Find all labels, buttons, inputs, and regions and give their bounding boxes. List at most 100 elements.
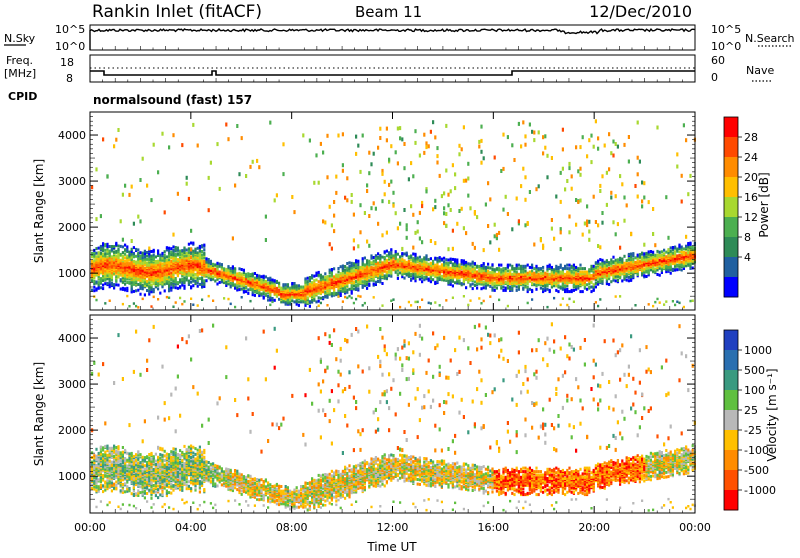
echo-cell [615, 259, 617, 262]
echo-cell [384, 256, 386, 259]
echo-cell [98, 247, 100, 250]
echo-cell [377, 252, 379, 255]
echo-cell [296, 284, 298, 287]
echo-cell [322, 296, 324, 299]
echo-cell [170, 260, 172, 263]
echo-cell [93, 289, 95, 292]
echo-cell [386, 138, 388, 142]
echo-cell [375, 254, 377, 257]
echo-cell [524, 134, 526, 138]
echo-cell [535, 187, 537, 191]
echo-cell [216, 142, 218, 146]
echo-cell [324, 221, 326, 225]
echo-cell [643, 267, 645, 270]
echo-cell [507, 305, 509, 308]
echo-cell [639, 160, 641, 164]
echo-cell [146, 258, 148, 261]
echo-cell [577, 169, 579, 173]
echo-cell [315, 272, 317, 275]
echo-cell [588, 286, 590, 289]
echo-cell [417, 301, 419, 304]
nsky-tick-low: 10^0 [55, 40, 85, 53]
echo-cell [478, 145, 480, 149]
echo-cell [472, 265, 474, 268]
echo-cell [282, 142, 284, 146]
echo-cell [236, 272, 238, 275]
echo-cell [637, 195, 639, 199]
echo-cell [450, 267, 452, 270]
echo-cell [232, 265, 234, 268]
echo-cell [445, 124, 447, 128]
echo-cell [502, 167, 504, 171]
echo-cell [511, 273, 513, 276]
echo-cell [476, 287, 478, 290]
echo-cell [373, 260, 375, 263]
echo-cell [170, 251, 172, 254]
echo-cell [527, 286, 529, 289]
echo-cell [452, 258, 454, 261]
echo-cell [230, 267, 232, 270]
echo-cell [313, 181, 315, 185]
echo-cell [309, 283, 311, 286]
echo-cell [619, 246, 621, 250]
echo-cell [322, 151, 324, 155]
echo-cell [639, 253, 641, 256]
echo-cell [656, 126, 658, 130]
echo-cell [555, 265, 557, 268]
echo-cell [461, 271, 463, 274]
echo-cell [612, 265, 614, 268]
echo-cell [241, 296, 243, 299]
echo-cell [390, 300, 392, 303]
echo-cell [333, 214, 335, 218]
echo-cell [379, 136, 381, 140]
echo-cell [146, 255, 148, 258]
echo-cell [381, 233, 383, 237]
echo-cell [564, 284, 566, 287]
echo-cell [676, 301, 678, 304]
echo-cell [419, 259, 421, 262]
echo-cell [342, 169, 344, 173]
echo-cell [137, 283, 139, 286]
echo-cell [518, 219, 520, 223]
station-title: Rankin Inlet (fitACF) [92, 2, 262, 22]
echo-cell [408, 260, 410, 263]
echo-cell [410, 261, 412, 264]
echo-cell [489, 271, 491, 274]
echo-cell [685, 138, 687, 142]
echo-cell [434, 241, 436, 245]
echo-cell [507, 273, 509, 276]
echo-cell [568, 215, 570, 219]
echo-cell [654, 254, 656, 257]
echo-cell [524, 175, 526, 179]
echo-cell [95, 217, 97, 221]
nsky-label: N.Sky [4, 32, 36, 45]
echo-cell [507, 264, 509, 267]
echo-cell [623, 219, 625, 223]
echo-cell [304, 298, 306, 301]
echo-cell [164, 254, 166, 257]
echo-cell [595, 261, 597, 264]
echo-cell [357, 244, 359, 248]
echo-cell [463, 295, 465, 298]
echo-cell [676, 264, 678, 267]
echo-cell [522, 120, 524, 124]
echo-cell [133, 290, 135, 293]
echo-cell [324, 272, 326, 275]
echo-cell [104, 243, 106, 247]
echo-cell [522, 287, 524, 290]
echo-cell [491, 268, 493, 271]
echo-cell [452, 247, 454, 251]
echo-cell [208, 295, 210, 298]
echo-cell [579, 199, 581, 203]
echo-cell [342, 265, 344, 268]
echo-cell [527, 264, 529, 267]
echo-cell [124, 287, 126, 290]
echo-cell [529, 266, 531, 269]
echo-cell [124, 253, 126, 256]
echo-cell [135, 305, 137, 308]
echo-cell [579, 264, 581, 267]
echo-cell [436, 257, 438, 260]
echo-cell [520, 144, 522, 148]
echo-cell [648, 250, 650, 253]
echo-cell [322, 219, 324, 223]
